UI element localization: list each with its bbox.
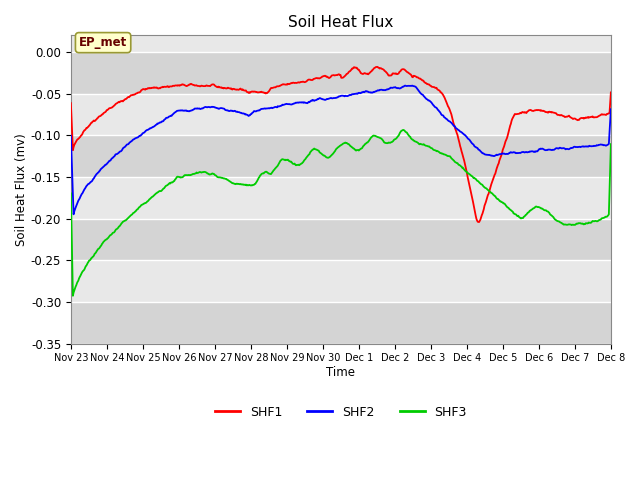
- Bar: [71, 52, 611, 94]
- Bar: [71, 219, 611, 261]
- Bar: [71, 135, 611, 177]
- Text: EP_met: EP_met: [79, 36, 127, 49]
- X-axis label: Time: Time: [326, 366, 355, 379]
- Bar: [71, 302, 611, 344]
- Title: Soil Heat Flux: Soil Heat Flux: [288, 15, 394, 30]
- Legend: SHF1, SHF2, SHF3: SHF1, SHF2, SHF3: [210, 401, 472, 424]
- Bar: [71, 177, 611, 219]
- Bar: [71, 94, 611, 135]
- Y-axis label: Soil Heat Flux (mv): Soil Heat Flux (mv): [15, 133, 28, 246]
- Bar: [71, 261, 611, 302]
